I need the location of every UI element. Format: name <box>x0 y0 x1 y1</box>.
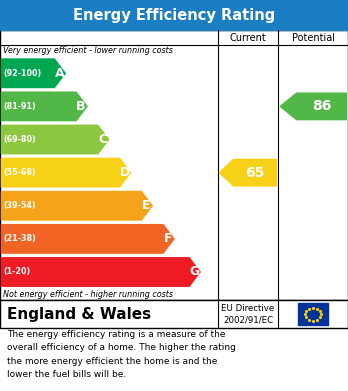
Polygon shape <box>1 258 200 286</box>
Text: overall efficiency of a home. The higher the rating: overall efficiency of a home. The higher… <box>7 343 236 353</box>
Text: England & Wales: England & Wales <box>7 307 151 322</box>
Text: (81-91): (81-91) <box>3 102 36 111</box>
Polygon shape <box>280 93 346 120</box>
Text: G: G <box>189 265 199 278</box>
Polygon shape <box>1 225 174 253</box>
Polygon shape <box>219 160 277 186</box>
Text: (55-68): (55-68) <box>3 168 36 177</box>
Text: (39-54): (39-54) <box>3 201 36 210</box>
Text: Current: Current <box>230 32 266 43</box>
Text: E: E <box>142 199 151 212</box>
Text: The energy efficiency rating is a measure of the: The energy efficiency rating is a measur… <box>7 330 226 339</box>
Text: D: D <box>119 166 130 179</box>
Text: lower the fuel bills will be.: lower the fuel bills will be. <box>7 369 126 378</box>
Text: Not energy efficient - higher running costs: Not energy efficient - higher running co… <box>3 290 173 299</box>
Text: the more energy efficient the home is and the: the more energy efficient the home is an… <box>7 357 218 366</box>
Text: EU Directive: EU Directive <box>221 304 275 314</box>
Polygon shape <box>1 92 87 120</box>
Polygon shape <box>1 59 65 88</box>
Text: F: F <box>164 232 172 246</box>
Text: Energy Efficiency Rating: Energy Efficiency Rating <box>73 7 275 23</box>
Text: (92-100): (92-100) <box>3 69 42 78</box>
Polygon shape <box>1 125 109 154</box>
Polygon shape <box>1 158 130 187</box>
Bar <box>0 30 348 300</box>
Text: C: C <box>98 133 107 146</box>
Text: (1-20): (1-20) <box>3 267 31 276</box>
Bar <box>299 303 328 325</box>
Text: Very energy efficient - lower running costs: Very energy efficient - lower running co… <box>3 46 173 56</box>
Text: 86: 86 <box>312 99 331 113</box>
Text: 2002/91/EC: 2002/91/EC <box>223 315 273 325</box>
Bar <box>0 300 348 328</box>
Text: Potential: Potential <box>292 32 335 43</box>
Polygon shape <box>1 192 152 220</box>
Bar <box>0 0 348 30</box>
Text: (21-38): (21-38) <box>3 234 36 243</box>
Text: (69-80): (69-80) <box>3 135 36 144</box>
Text: 65: 65 <box>245 166 265 179</box>
Text: A: A <box>54 67 64 80</box>
Text: B: B <box>76 100 86 113</box>
